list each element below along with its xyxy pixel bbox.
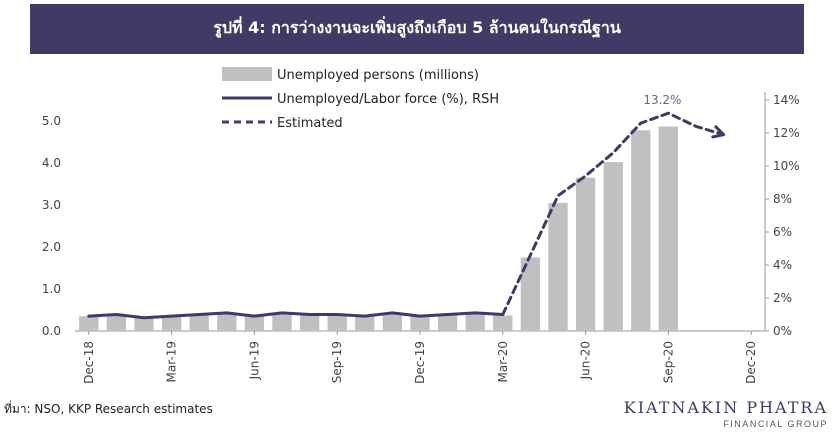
legend-label: Estimated <box>277 116 343 131</box>
bar <box>520 257 541 331</box>
legend-swatch-bars <box>222 67 272 81</box>
x-tick-label: Dec-18 <box>82 341 96 384</box>
bar <box>382 313 403 331</box>
right-tick-label: 8% <box>773 192 792 206</box>
bar <box>217 313 237 331</box>
right-tick-label: 12% <box>773 126 800 140</box>
x-tick-label: Jun-19 <box>247 341 261 380</box>
right-tick-label: 2% <box>773 291 792 305</box>
bar <box>548 202 568 331</box>
right-tick-label: 10% <box>773 159 800 173</box>
left-tick-label: 5.0 <box>42 114 61 128</box>
tick-labels: 0.0 1.0 2.0 3.0 4.0 5.0 0% 2% 4% 6% 8% 10% 12% 14% Dec… <box>42 93 800 384</box>
bar <box>106 315 127 331</box>
right-tick-label: 14% <box>773 93 800 107</box>
bar <box>299 315 320 331</box>
bar <box>575 177 596 331</box>
left-tick-label: 0.0 <box>42 324 61 338</box>
bar <box>189 315 209 331</box>
x-tick-label: Dec-19 <box>413 341 427 384</box>
x-tick-label: Dec-20 <box>744 341 758 384</box>
x-tick-label: Mar-19 <box>165 341 179 382</box>
bar <box>134 317 154 331</box>
bar-series <box>79 126 679 332</box>
line-series: 13.2% <box>87 93 726 320</box>
source-note: ที่มา: NSO, KKP Research estimates <box>4 402 213 416</box>
bar <box>161 316 182 331</box>
legend-label: Unemployed persons (millions) <box>277 68 479 83</box>
left-tick-label: 1.0 <box>42 282 61 296</box>
annotation-label: 13.2% <box>643 93 681 107</box>
bar <box>658 126 679 332</box>
bar <box>79 316 99 331</box>
x-tick-label: Mar-20 <box>496 341 510 382</box>
logo: KIATNAKIN PHATRA FINANCIAL GROUP <box>624 398 828 429</box>
legend-label: Unemployed/Labor force (%), RSH <box>277 92 499 107</box>
right-tick-label: 6% <box>773 225 792 239</box>
x-tick-label: Jun-20 <box>579 341 593 380</box>
bar <box>410 316 430 331</box>
title-banner: รูปที่ 4: การว่างงานจะเพิ่มสูงถึงเกือบ 5… <box>30 4 804 54</box>
left-tick-label: 2.0 <box>42 240 61 254</box>
bar <box>631 130 651 331</box>
legend: Unemployed persons (millions) Unemployed/… <box>222 67 499 131</box>
estimated-arrowhead <box>711 125 726 139</box>
bar <box>244 316 265 331</box>
logo-name: KIATNAKIN PHATRA <box>623 398 828 417</box>
chart-title: รูปที่ 4: การว่างงานจะเพิ่มสูงถึงเกือบ 5… <box>213 18 621 37</box>
line-series-rsh <box>87 311 505 320</box>
right-tick-label: 0% <box>773 324 792 338</box>
left-tick-label: 3.0 <box>42 198 61 212</box>
bar <box>603 162 623 331</box>
bar <box>272 313 292 331</box>
bar <box>355 316 375 331</box>
chart: 13.2% 0.0 1.0 2.0 3.0 4.0 5.0 0% 2% 4% 6% 8% 10% 12%… <box>42 67 800 384</box>
bar <box>437 314 458 331</box>
x-tick-label: Sep-19 <box>330 341 344 383</box>
logo-sub: FINANCIAL GROUP <box>723 419 828 429</box>
bar <box>327 315 347 331</box>
left-tick-label: 4.0 <box>42 156 61 170</box>
bar <box>465 313 485 331</box>
right-tick-label: 4% <box>773 258 792 272</box>
line-series-estimated <box>501 111 726 316</box>
bar <box>493 315 513 331</box>
x-tick-label: Sep-20 <box>661 341 675 383</box>
